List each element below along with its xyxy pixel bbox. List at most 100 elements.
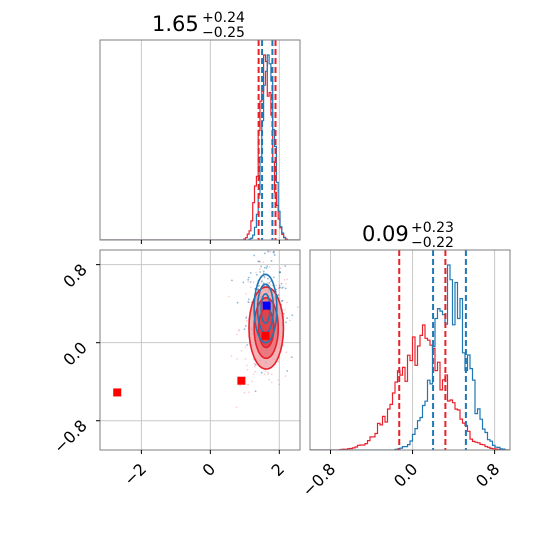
sample-point [246,368,249,371]
sample-point [249,281,252,283]
red-histogram-line [100,54,300,240]
sample-point [291,314,294,317]
sample-point [273,252,275,255]
sample-point [259,247,261,249]
sample-point [266,265,269,268]
sample-point [245,315,248,318]
sample-point [277,293,280,296]
sample-point [267,371,269,374]
sample-point [246,364,248,367]
sample-point [263,276,266,279]
truth-marker [262,301,271,310]
sample-point [267,373,270,375]
sample-point [280,300,283,302]
sample-point [270,381,273,384]
sample-point [262,270,265,273]
tick-labels: −0.8 0.0 0.8 [298,459,503,500]
sample-point [260,371,263,374]
sample-point [279,286,281,289]
y-tick-label: 0.0 [59,338,90,369]
sample-point [286,301,288,304]
sample-point [260,281,262,284]
title-lower-error: −0.22 [411,235,454,251]
sample-point [244,346,247,348]
blue-contour [253,273,278,344]
sample-point [237,329,240,332]
sample-point [278,271,281,273]
sample-point [228,295,230,298]
sample-point [286,317,289,319]
sample-point [267,277,269,280]
sample-point [263,275,266,278]
tick-marks [96,264,280,454]
sample-point [280,287,283,289]
sample-point [260,265,263,268]
sample-point [259,268,261,270]
axes-frame [309,249,511,451]
title-upper-error: +0.24 [202,10,245,26]
axes-frame [99,39,301,241]
title-lower-error: −0.25 [202,25,245,41]
sample-point [253,362,256,365]
sample-point [258,284,261,287]
sample-point [280,267,282,270]
panel-bottom-left-2d: −2 0 2 0.8 0.0 −0.8 [50,247,301,490]
histogram-series [310,264,510,450]
sample-point [268,281,271,284]
sample-point [253,373,255,375]
sample-point [285,321,287,324]
x-tick-label: −2 [120,459,150,489]
sample-point [281,286,284,289]
sample-point [264,370,267,373]
sample-point [273,250,276,253]
title-upper-error: +0.23 [411,220,454,236]
sample-point [263,266,266,269]
x-tick-label: 0.8 [472,459,503,490]
sample-point [250,286,252,288]
sample-point [261,280,263,283]
y-tick-label: 0.8 [59,260,90,291]
truth-marker [261,331,270,340]
sample-point [263,373,266,376]
sample-point [236,333,238,336]
sample-point [238,329,241,331]
sample-point [277,360,280,363]
sample-point [282,344,285,347]
sample-point [235,406,238,409]
sample-point [245,319,248,322]
sample-point [284,375,287,377]
blue-histogram-line [100,54,300,240]
sample-point [280,282,283,285]
histogram-series [100,54,300,240]
sample-point [275,284,278,287]
sample-point [240,349,243,352]
sample-point [247,383,250,386]
sample-point [247,281,250,283]
sample-point [277,379,279,381]
sample-point [254,390,257,393]
sample-point [259,271,261,273]
sample-point [247,301,249,303]
sample-point [258,260,261,263]
sample-point [296,306,299,308]
sample-point [262,261,265,264]
panel-title: 1.65 [152,12,199,36]
sample-point [284,309,286,311]
sample-point [278,284,281,287]
sample-point [288,319,291,322]
sample-point [267,250,270,253]
sample-point [243,391,246,394]
sample-point [269,284,272,286]
sample-point [247,278,250,281]
sample-point [251,380,253,383]
truth-marker [113,388,122,397]
sample-point [270,260,273,262]
panel-bottom-right-histogram: −0.8 0.0 0.8 0.09 +0.23 −0.22 [298,220,511,500]
sample-point [239,384,241,387]
sample-point [264,252,266,255]
sample-point [278,286,280,289]
sample-point [285,351,288,354]
contours-and-points [113,247,299,409]
red-histogram-line [310,324,510,450]
